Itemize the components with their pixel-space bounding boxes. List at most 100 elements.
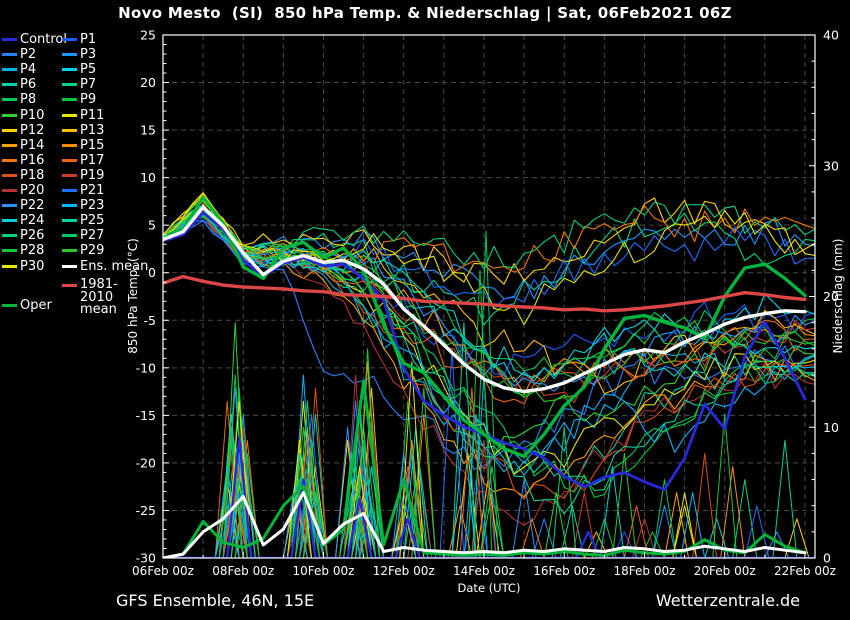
legend-label: 1981-2010 mean [80, 277, 118, 317]
tick-label: 0 [148, 265, 156, 280]
legend-label: P21 [80, 183, 105, 198]
legend-item-p23: P23 [62, 199, 104, 212]
legend-swatch [2, 234, 17, 238]
legend-label: Oper [20, 298, 52, 313]
tick-label: -25 [136, 503, 156, 518]
legend-item-p2: P2 [2, 48, 36, 61]
legend-swatch [62, 68, 77, 72]
legend-item-p28: P28 [2, 244, 44, 257]
tick-label: 25 [140, 28, 156, 43]
legend-label: P8 [20, 92, 37, 108]
legend-label: P16 [20, 152, 45, 168]
legend-item-oper: Oper [2, 299, 52, 312]
legend-swatch [2, 83, 17, 87]
legend-label: P30 [20, 258, 45, 274]
legend-swatch [2, 68, 17, 72]
tick-label: -5 [144, 313, 156, 328]
tick-label: 40 [823, 28, 839, 43]
y-axis-right-label: Niederschlag (mm) [831, 238, 845, 354]
tick-label: -15 [136, 408, 156, 423]
legend-label: P11 [80, 107, 105, 123]
legend-swatch [2, 204, 17, 208]
legend-label: P26 [20, 228, 45, 244]
legend-swatch [62, 249, 77, 253]
legend-label: P23 [80, 198, 105, 214]
legend-label: P19 [80, 167, 105, 183]
legend-swatch [2, 53, 17, 57]
legend-swatch [2, 173, 17, 177]
legend-label: P25 [80, 213, 105, 229]
legend-item-p17: P17 [62, 154, 104, 167]
tick-label: 14Feb 00z [453, 564, 515, 578]
tick-label: 15 [140, 123, 156, 138]
legend-item-p15: P15 [62, 139, 104, 152]
legend-label: P20 [20, 183, 45, 198]
legend-item-p5: P5 [62, 63, 96, 76]
legend-item-1981-2010-mean: 1981-2010 mean [62, 277, 136, 317]
legend-label: P29 [80, 243, 105, 259]
legend-label: P18 [20, 167, 45, 183]
legend-label: P17 [80, 152, 105, 168]
tick-label: 10Feb 00z [293, 564, 355, 578]
tick-label: 06Feb 00z [132, 564, 194, 578]
page-title: Novo Mesto (SI) 850 hPa Temp. & Niedersc… [118, 4, 732, 22]
legend-swatch [62, 83, 77, 87]
tick-label: 20 [823, 289, 839, 304]
legend-label: P10 [20, 107, 45, 123]
legend-swatch [62, 284, 77, 287]
legend-label: P24 [20, 213, 45, 229]
legend-item-p21: P21 [62, 184, 104, 197]
legend-label: P5 [80, 62, 97, 78]
legend-swatch [2, 264, 17, 268]
y-axis-left-label: 850 hPa Temp. (°C) [126, 238, 140, 354]
legend-swatch [2, 143, 17, 147]
legend-item-p8: P8 [2, 93, 36, 106]
tick-label: 22Feb 00z [774, 564, 836, 578]
tick-label: -10 [136, 360, 156, 375]
tick-label: 12Feb 00z [373, 564, 435, 578]
legend-label: P9 [80, 92, 97, 108]
tick-label: 20 [140, 75, 156, 90]
tick-label: 0 [823, 551, 831, 566]
legend-item-p26: P26 [2, 229, 44, 242]
legend: Control P2 P4 P6 P8 P10 P12 P14 P16 P18 P20 P22 P24 P… [0, 0, 160, 360]
tick-label: 18Feb 00z [614, 564, 676, 578]
legend-item-p24: P24 [2, 214, 44, 227]
legend-swatch [62, 189, 77, 192]
legend-item-p12: P12 [2, 124, 44, 137]
legend-item-p29: P29 [62, 244, 104, 257]
legend-label: P3 [80, 47, 97, 63]
tick-label: -30 [136, 551, 156, 566]
legend-item-p14: P14 [2, 139, 44, 152]
legend-item-p10: P10 [2, 109, 44, 122]
legend-swatch [62, 204, 77, 208]
legend-swatch [62, 173, 77, 177]
legend-label: P2 [20, 47, 37, 63]
legend-label: Ens. mean [80, 258, 149, 274]
legend-item-control: Control [2, 33, 67, 46]
legend-label: P1 [80, 32, 97, 47]
legend-item-p19: P19 [62, 169, 104, 182]
legend-item-p4: P4 [2, 63, 36, 76]
legend-label: P22 [20, 198, 45, 214]
legend-item-p7: P7 [62, 78, 96, 91]
legend-item-p30: P30 [2, 260, 44, 273]
legend-swatch [2, 249, 17, 253]
legend-swatch [2, 98, 17, 102]
legend-item-p20: P20 [2, 184, 44, 197]
legend-swatch [2, 113, 17, 117]
legend-item-p18: P18 [2, 169, 44, 182]
legend-item-p25: P25 [62, 214, 104, 227]
legend-swatch [62, 53, 77, 57]
legend-label: P4 [20, 62, 37, 78]
legend-swatch [62, 219, 77, 223]
legend-item-p3: P3 [62, 48, 96, 61]
tick-label: 16Feb 00z [533, 564, 595, 578]
legend-item-ens-mean: Ens. mean [62, 260, 148, 273]
watermark: Wetterzentrale.de [655, 591, 800, 610]
legend-swatch [62, 143, 77, 147]
tick-label: 30 [823, 158, 839, 173]
legend-swatch [62, 264, 77, 268]
legend-swatch [62, 234, 77, 238]
